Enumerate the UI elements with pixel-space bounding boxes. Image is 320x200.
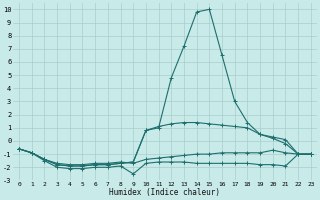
X-axis label: Humidex (Indice chaleur): Humidex (Indice chaleur) xyxy=(109,188,220,197)
